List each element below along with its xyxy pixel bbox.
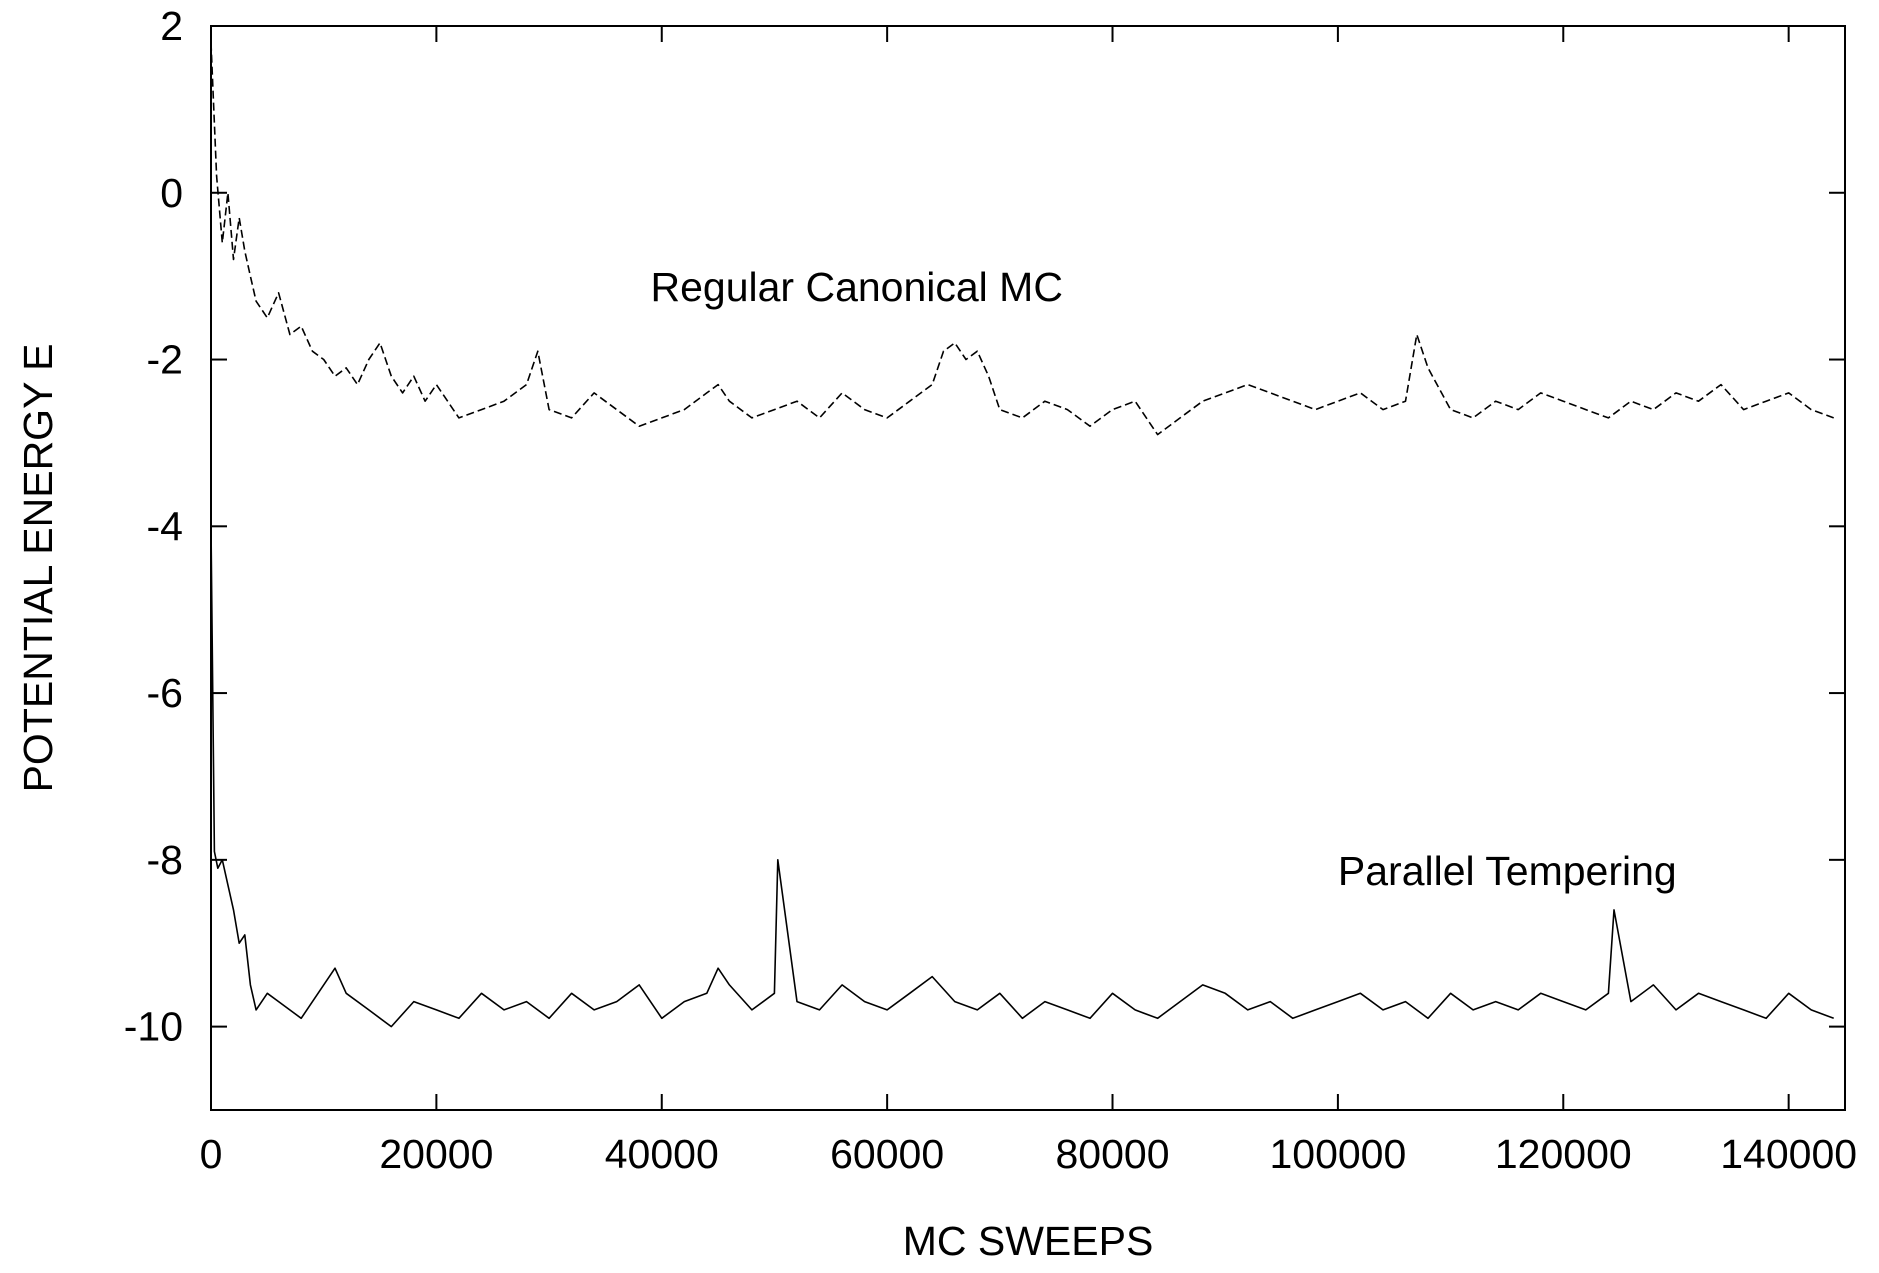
y-axis-ticks: 2 0 -2 -4 -6 -8 -10 xyxy=(124,3,1845,1050)
y-tick-label: -8 xyxy=(147,837,183,883)
plot-frame xyxy=(210,25,1846,1111)
annotations: Regular Canonical MC Parallel Tempering xyxy=(650,264,1676,894)
x-tick-label: 60000 xyxy=(830,1131,944,1177)
y-tick-label: -6 xyxy=(147,670,183,716)
series-layer xyxy=(210,42,1834,1028)
y-tick-label: 2 xyxy=(160,3,183,49)
x-tick-label: 140000 xyxy=(1720,1131,1857,1177)
x-tick-label: 20000 xyxy=(379,1131,493,1177)
y-tick-label: -4 xyxy=(147,503,183,549)
annotation-label: Parallel Tempering xyxy=(1338,848,1677,894)
series-line-solid xyxy=(210,526,1834,1028)
x-tick-label: 120000 xyxy=(1495,1131,1632,1177)
x-axis-ticks: 0 20000 40000 60000 80000 100000 120000 140000 xyxy=(200,26,1857,1177)
y-tick-label: 0 xyxy=(160,170,183,216)
annotation-label: Regular Canonical MC xyxy=(650,264,1062,310)
series-line-dashed xyxy=(210,42,1834,436)
y-axis-label: POTENTIAL ENERGY E xyxy=(15,344,61,793)
x-axis-label: MC SWEEPS xyxy=(903,1218,1154,1264)
x-tick-label: 0 xyxy=(200,1131,223,1177)
x-tick-label: 40000 xyxy=(605,1131,719,1177)
y-tick-label: -2 xyxy=(147,337,183,383)
y-tick-label: -10 xyxy=(124,1004,183,1050)
x-tick-label: 80000 xyxy=(1056,1131,1170,1177)
x-tick-label: 100000 xyxy=(1269,1131,1406,1177)
